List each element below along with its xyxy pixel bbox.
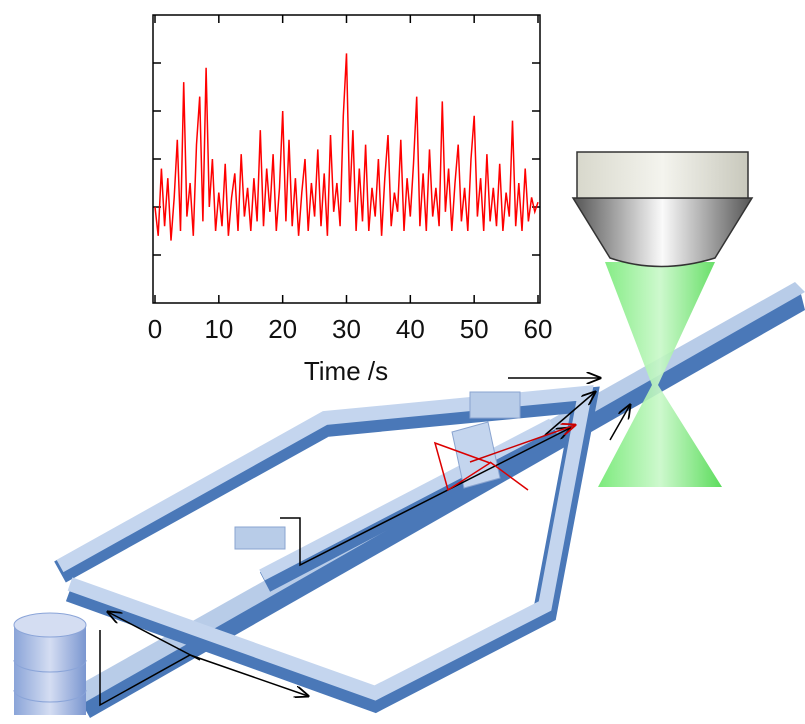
laser-beam bbox=[598, 262, 722, 487]
cylinder-top bbox=[14, 613, 86, 637]
x-tick-label: 60 bbox=[524, 314, 553, 344]
objective-lens bbox=[573, 198, 752, 267]
block bbox=[235, 527, 285, 549]
x-tick-label: 40 bbox=[396, 314, 425, 344]
x-tick-label: 0 bbox=[148, 314, 162, 344]
inner-side bbox=[265, 430, 555, 582]
x-tick-label: 10 bbox=[204, 314, 233, 344]
trace-line bbox=[155, 53, 538, 240]
figure: Time /s 0 10 20 30 40 50 60 bbox=[0, 0, 805, 724]
x-tick-label: 50 bbox=[460, 314, 489, 344]
objective-cap bbox=[577, 152, 748, 198]
x-tick-label: 20 bbox=[268, 314, 297, 344]
block bbox=[470, 392, 520, 418]
x-tick-label: 30 bbox=[332, 314, 361, 344]
chip-diagram bbox=[14, 282, 805, 718]
x-axis-label: Time /s bbox=[304, 356, 388, 386]
time-trace-plot: Time /s 0 10 20 30 40 50 60 bbox=[148, 15, 553, 386]
